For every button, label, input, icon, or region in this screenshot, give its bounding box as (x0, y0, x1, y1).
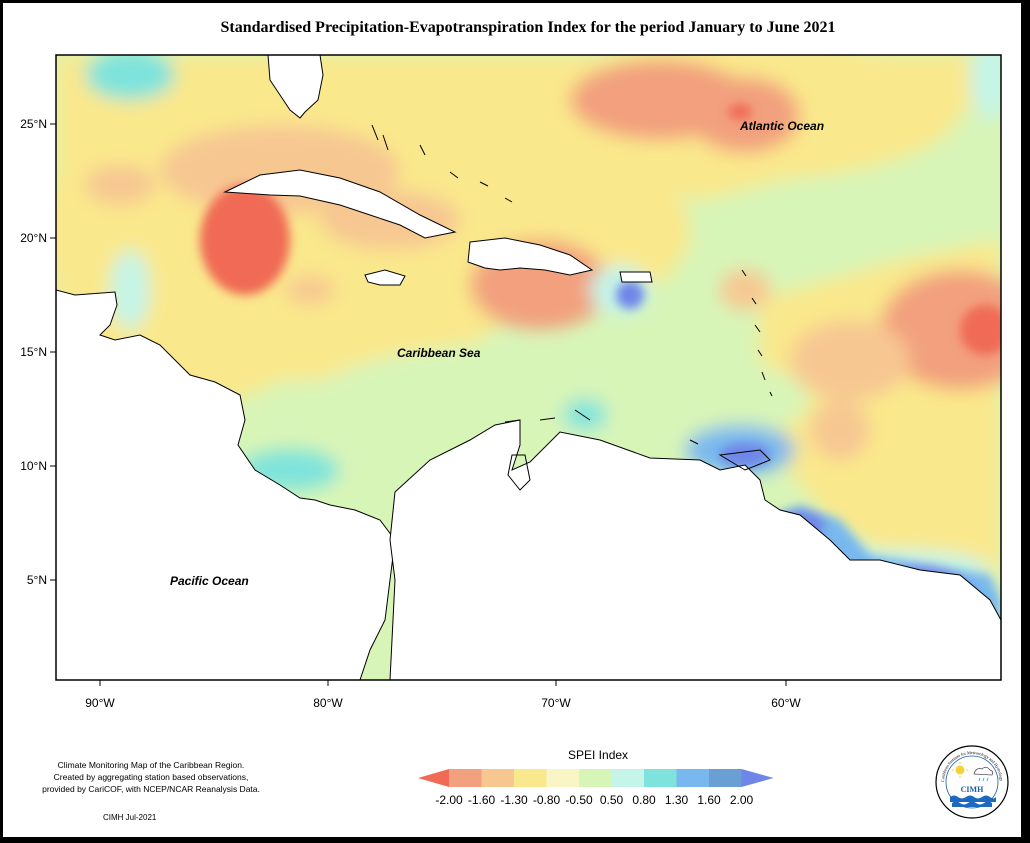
legend-tick-label: 1.60 (697, 793, 721, 807)
legend-swatch (709, 769, 742, 787)
note-line: Climate Monitoring Map of the Caribbean … (57, 760, 245, 770)
cimh-logo: CIMH Caribbean Institute for Meteorology… (935, 745, 1009, 819)
note-line: provided by CariCOF, with NCEP/NCAR Rean… (42, 784, 260, 794)
legend-arrow-high (741, 769, 774, 787)
caribbean-sea-label: Caribbean Sea (397, 346, 481, 360)
legend-swatch (644, 769, 677, 787)
legend-swatch (546, 769, 580, 787)
map-credit: CIMH Jul-2021 (103, 813, 157, 822)
legend-bar (418, 769, 774, 787)
legend-tick-label: -2.00 (435, 793, 463, 807)
map-description: Climate Monitoring Map of the Caribbean … (22, 759, 280, 795)
pacific-ocean-label: Pacific Ocean (170, 574, 249, 588)
lat-label-20n: 20°N (20, 231, 47, 245)
legend-swatch (579, 769, 612, 787)
legend-swatch (514, 769, 547, 787)
map-title: Standardised Precipitation-Evapotranspir… (220, 19, 836, 36)
legend-title: SPEI Index (568, 748, 629, 762)
legend-swatch (481, 769, 515, 787)
rain-icon (978, 777, 989, 782)
axis-ticks (50, 123, 787, 686)
lat-label-15n: 15°N (20, 345, 47, 359)
cloud-icon (973, 766, 994, 776)
lon-label-60w: 60°W (771, 696, 801, 710)
spei-field (56, 55, 1001, 680)
legend-swatch (449, 769, 482, 787)
lat-label-5n: 5°N (27, 573, 47, 587)
legend-swatch (676, 769, 710, 787)
field-blobs (56, 55, 1001, 590)
legend-tick-label: -0.80 (532, 793, 561, 807)
plot-border (55, 54, 1002, 681)
land-masks (56, 55, 1001, 680)
legend-tick-label: 1.30 (664, 793, 689, 807)
island-outlines (371, 124, 773, 491)
legend-tick-label: 0.50 (599, 793, 624, 807)
legend-tick-label: 2.00 (729, 793, 754, 807)
legend-tick-label: 0.80 (632, 793, 656, 807)
atlantic-ocean-label: Atlantic Ocean (739, 119, 824, 133)
waves-icon (950, 795, 996, 807)
legend-tick-label: -1.60 (467, 793, 496, 807)
legend-swatch (611, 769, 645, 787)
logo-text: CIMH (961, 785, 984, 794)
legend-tick-label: -1.30 (500, 793, 528, 807)
lat-label-25n: 25°N (20, 117, 47, 131)
legend-tick-labels: -2.00 -1.60 -1.30 -0.80 -0.50 0.50 0.80 1.30 1.6… (416, 793, 796, 809)
color-legend (418, 769, 774, 787)
legend-arrow-low (418, 769, 449, 787)
lon-label-70w: 70°W (541, 696, 571, 710)
lon-label-80w: 80°W (313, 696, 343, 710)
sun-icon (955, 765, 965, 775)
lat-label-10n: 10°N (20, 459, 47, 473)
legend-tick-label: -0.50 (565, 793, 593, 807)
note-line: Created by aggregating station based obs… (53, 772, 249, 782)
lon-label-90w: 90°W (85, 696, 115, 710)
